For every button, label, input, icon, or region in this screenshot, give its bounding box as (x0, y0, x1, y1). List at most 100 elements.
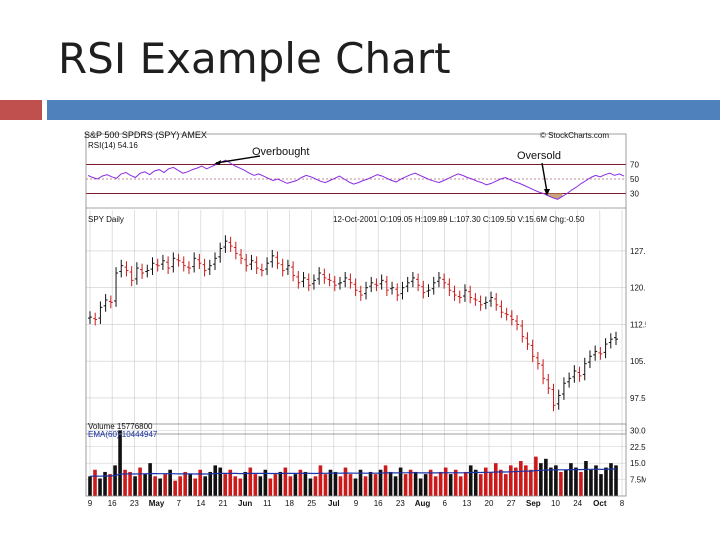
volume-bar (283, 467, 288, 496)
price-bar (93, 312, 98, 326)
price-bar (327, 273, 332, 287)
volume-bar (278, 471, 283, 496)
price-bar (400, 281, 405, 300)
volume-bar (323, 474, 328, 496)
price-bar (337, 276, 342, 290)
price-bar (593, 345, 598, 361)
price-bar (145, 264, 150, 278)
price-bar (176, 253, 181, 267)
volume-bar (113, 465, 117, 496)
volume-bar (438, 471, 443, 496)
volume-bar (258, 476, 263, 496)
price-bar (598, 346, 603, 360)
price-bar (452, 285, 457, 301)
volume-bar (143, 474, 147, 496)
volume-bar (263, 469, 268, 496)
volume-bar (514, 467, 518, 496)
volume-bar (594, 465, 598, 496)
overbought-arrow (215, 155, 261, 164)
x-tick-label: Sep (526, 499, 541, 508)
price-bar (567, 372, 572, 388)
price-bar (379, 274, 384, 290)
chart-title: S&P 500 SPDRS (SPY) AMEX (84, 130, 207, 140)
price-bar (160, 254, 165, 271)
price-bar (546, 373, 551, 395)
price-bar (197, 253, 202, 270)
price-bar (343, 272, 348, 288)
price-bar (88, 311, 92, 324)
price-bar (140, 263, 145, 279)
price-bar (541, 359, 546, 385)
rsi-line (87, 159, 625, 200)
volume-bar (93, 469, 97, 496)
volume-bar (368, 471, 373, 496)
price-bar (614, 331, 618, 346)
volume-ema-label: EMA(60) 10444947 (88, 430, 158, 439)
price-bar (551, 383, 556, 412)
volume-bar (488, 471, 493, 496)
price-bar (535, 351, 540, 370)
price-bar (280, 258, 285, 277)
volume-bar (188, 474, 192, 496)
price-bar (192, 252, 197, 273)
volume-bar (348, 474, 353, 496)
volume-bar (463, 471, 468, 496)
price-bar (239, 248, 244, 265)
volume-bar (293, 474, 298, 496)
volume-bar (238, 478, 243, 496)
volume-bar (519, 461, 523, 496)
volume-bar (358, 469, 363, 496)
price-bar (275, 251, 280, 270)
volume-bar (408, 469, 413, 496)
volume-bar (564, 469, 568, 496)
volume-bar (168, 469, 172, 496)
price-tick-label: 127.5 (630, 247, 646, 256)
volume-bar (233, 476, 238, 496)
volume-bar (418, 478, 423, 496)
price-bar (405, 276, 410, 293)
volume-bar (554, 465, 558, 496)
volume-bar (549, 467, 553, 496)
price-bar (603, 338, 608, 359)
price-tick-label: 97.5 (630, 394, 646, 403)
price-tick-label: 105.0 (630, 357, 646, 366)
volume-bar (453, 469, 458, 496)
x-tick-label: 8 (620, 499, 625, 508)
price-bar (369, 276, 374, 293)
rsi-level-label: 70 (630, 161, 639, 170)
volume-bar (288, 476, 293, 496)
price-bar (244, 253, 249, 272)
oversold-arrow (541, 162, 548, 193)
overbought-annotation: Overbought (252, 146, 309, 158)
price-bar (228, 236, 233, 252)
price-bar (509, 310, 514, 326)
volume-bar (509, 465, 513, 496)
volume-bar (498, 469, 503, 496)
volume-bar (223, 474, 228, 496)
volume-bar (318, 465, 323, 496)
rsi-panel (86, 159, 626, 200)
volume-bar (213, 465, 218, 496)
volume-bar (343, 467, 348, 496)
price-bar (223, 235, 228, 253)
volume-bar (103, 471, 107, 496)
volume-bar (569, 463, 573, 496)
price-bar (483, 296, 488, 310)
volume-bar (539, 463, 543, 496)
price-bar (114, 267, 119, 307)
rsi-oversold-fill (548, 193, 563, 200)
price-bar (155, 258, 160, 272)
price-bar (119, 259, 124, 278)
price-bar (577, 366, 582, 382)
price-panel (88, 235, 618, 412)
price-bar (202, 258, 207, 277)
volume-bar (398, 467, 403, 496)
price-bar (296, 271, 301, 289)
volume-bar (609, 463, 613, 496)
volume-bar (333, 471, 338, 496)
volume-tick-label: 30.0M (630, 426, 646, 435)
volume-bar (118, 430, 122, 496)
x-axis-labels: 9 16 23 May 7 14 21 Jun 11 18 25 Jul 9 16 23 Aug 6 13 20 27… (88, 499, 625, 508)
chart-watermark: © StockCharts.com (540, 131, 609, 140)
volume-bar (443, 467, 448, 496)
